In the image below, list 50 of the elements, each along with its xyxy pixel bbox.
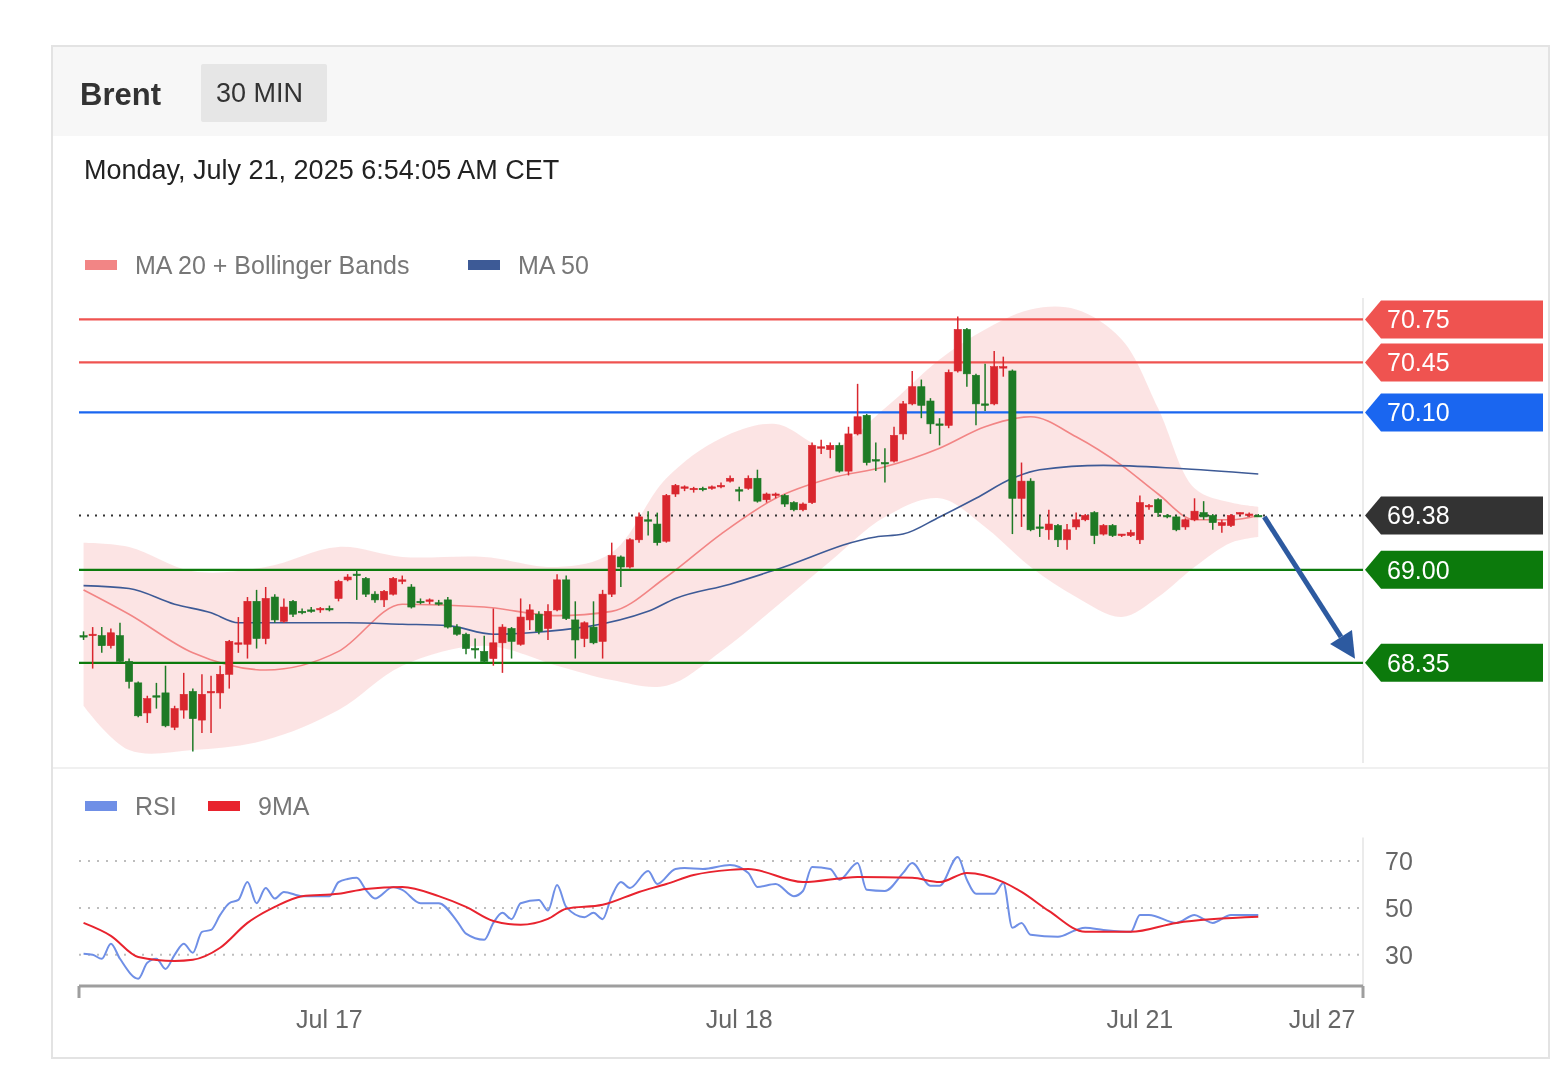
chart-title: Brent [80, 77, 161, 112]
candlestick [571, 600, 580, 660]
text: Monday, July 21, 2025 6:54:05 AM CET [84, 155, 560, 185]
y-tick-label: 69.00 [1387, 555, 1450, 584]
y-tick-label: 69.38 [1387, 501, 1450, 530]
candlestick [735, 486, 744, 502]
y-tick-label: 68.35 [1387, 648, 1450, 677]
legend-label: MA 20 + Bollinger Bands [135, 250, 410, 279]
candlestick [352, 569, 361, 601]
y-tick-label: 70.45 [1387, 348, 1450, 377]
candlestick [106, 627, 115, 650]
y-tick-label: 70.10 [1387, 398, 1450, 427]
candlestick [97, 626, 106, 654]
candlestick [881, 447, 889, 484]
candlestick [753, 468, 762, 504]
candlestick [270, 593, 279, 624]
legend-label: 9MA [258, 791, 310, 820]
y-tick-label: 50 [1385, 893, 1413, 922]
x-tick-label: Jul 27 [1288, 1005, 1356, 1033]
y-tick-label: 30 [1385, 940, 1413, 969]
candlestick [544, 603, 552, 641]
x-tick-label: Jul 17 [296, 1005, 363, 1033]
chart-subtitle: 30 MIN [216, 78, 304, 108]
legend-label: RSI [135, 791, 177, 820]
candlestick [580, 620, 589, 648]
x-tick-label: Jul 18 [705, 1005, 773, 1033]
candlestick [334, 579, 343, 603]
candlestick [88, 626, 97, 670]
line-series [82, 855, 1260, 980]
candlestick [279, 597, 288, 624]
candlestick [616, 554, 625, 588]
candlestick [1054, 523, 1062, 548]
candlestick [1063, 523, 1071, 551]
candlestick [1017, 461, 1026, 528]
candlestick [1044, 509, 1053, 541]
y-tick-label: 70 [1385, 846, 1413, 875]
candlestick [644, 510, 653, 537]
legend-label: MA 50 [518, 250, 589, 279]
candlestick [1154, 497, 1163, 518]
line-series [82, 464, 1260, 636]
candlestick [507, 626, 516, 660]
candlestick [589, 600, 598, 645]
candlestick [143, 695, 152, 724]
candlestick [653, 511, 662, 547]
candlestick [534, 610, 543, 635]
candlestick [480, 634, 489, 664]
x-tick-label: Jul 21 [1106, 1005, 1174, 1033]
candlestick [1090, 510, 1099, 545]
y-tick-label: 70.75 [1387, 305, 1450, 334]
line-series [82, 867, 1260, 962]
